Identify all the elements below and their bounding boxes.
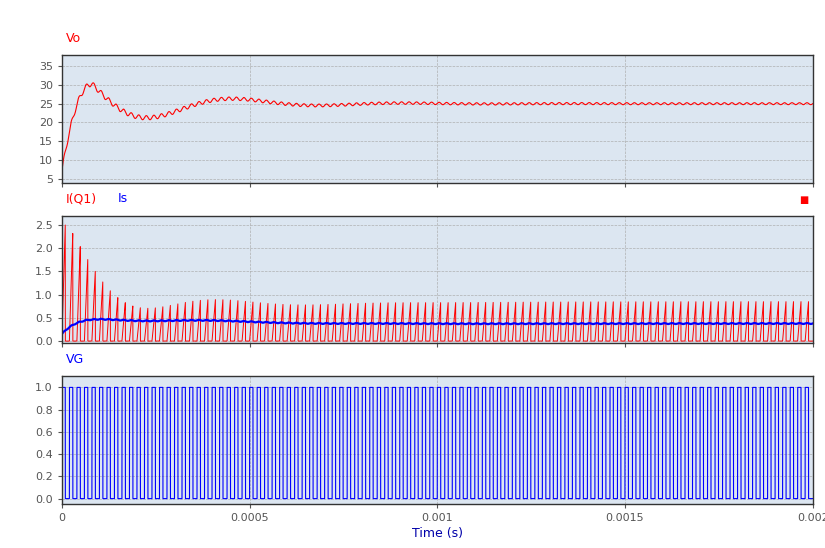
Text: I(Q1): I(Q1) <box>66 192 97 206</box>
Text: Is: Is <box>118 192 129 206</box>
X-axis label: Time (s): Time (s) <box>412 527 463 540</box>
Text: VG: VG <box>66 353 84 366</box>
Text: Vo: Vo <box>66 32 81 44</box>
Text: ■: ■ <box>799 195 808 206</box>
